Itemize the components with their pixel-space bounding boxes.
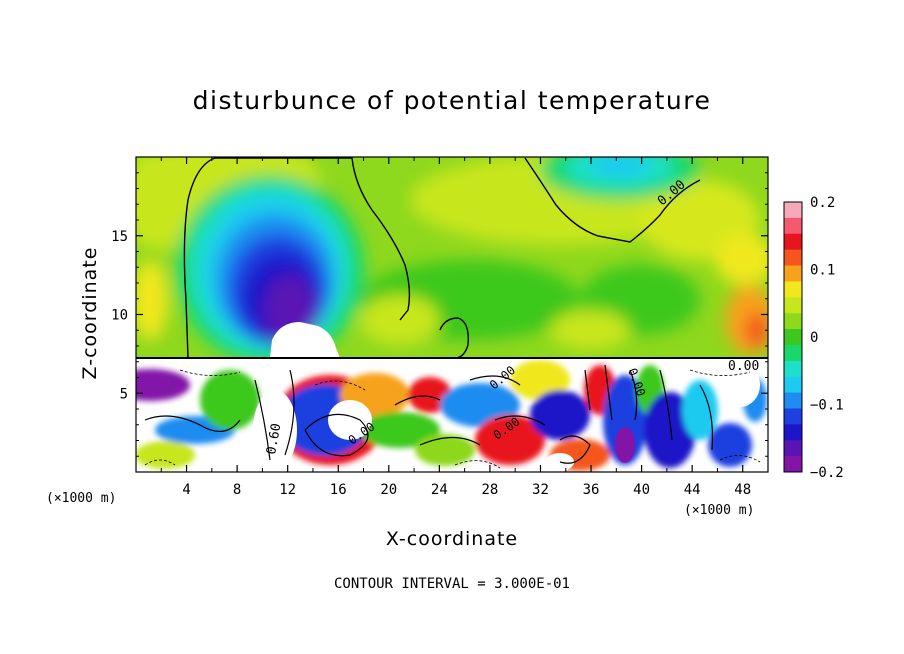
- x-tick-label: 48: [734, 482, 751, 498]
- x-tick-label: 36: [583, 482, 600, 498]
- x-tick-label: 40: [633, 482, 650, 498]
- colorbar-tick-label: 0.2: [810, 195, 835, 211]
- x-tick-label: 8: [233, 482, 241, 498]
- colorbar-swatch: [784, 265, 802, 282]
- y-tick-label: 15: [111, 229, 128, 245]
- x-tick-label: 20: [380, 482, 397, 498]
- colorbar-swatch: [784, 408, 802, 425]
- colorbar-swatch: [784, 456, 802, 473]
- colorbar-swatch: [784, 440, 802, 457]
- colorbar-swatch: [784, 376, 802, 394]
- colorbar-swatch: [784, 392, 802, 409]
- colorbar-swatch: [784, 424, 802, 441]
- chart-title: disturbunce of potential temperature: [192, 86, 712, 115]
- colorbar-swatch: [784, 217, 802, 235]
- x-tick-label: 28: [481, 482, 498, 498]
- lower-field: [136, 358, 768, 472]
- colorbar-tick-label: 0: [810, 330, 818, 346]
- colorbar-frame: [783, 201, 803, 473]
- colorbar: 0.2 0.1 0 −0.1 −0.2: [783, 195, 844, 481]
- contour-label: 0.00: [728, 359, 759, 374]
- colorbar-swatch: [784, 297, 802, 314]
- colorbar-swatch: [784, 344, 802, 362]
- y-tick-label: 10: [111, 308, 128, 324]
- colorbar-tick-label: 0.1: [810, 263, 835, 279]
- colorbar-tick-label: −0.1: [810, 398, 844, 414]
- y-axis-label: Z-coordinate: [79, 246, 101, 380]
- colorbar-swatch: [784, 329, 802, 346]
- x-unit-right: (×1000 m): [684, 503, 755, 518]
- x-tick-label: 32: [532, 482, 549, 498]
- colorbar-swatch: [784, 360, 802, 378]
- colorbar-swatch: [784, 202, 802, 219]
- colorbar-tick-label: −0.2: [810, 465, 844, 481]
- contour-interval: CONTOUR INTERVAL = 3.000E-01: [333, 576, 570, 592]
- y-axis: 5 10 15: [111, 172, 768, 457]
- colorbar-swatch: [784, 249, 802, 267]
- y-tick-label: 5: [120, 386, 128, 402]
- colorbar-swatch: [784, 313, 802, 330]
- colorbar-swatch: [784, 233, 802, 251]
- upper-field: [136, 157, 768, 358]
- x-axis-label: X-coordinate: [385, 528, 519, 550]
- x-tick-label: 44: [684, 482, 701, 498]
- x-unit-left: (×1000 m): [46, 491, 117, 506]
- x-tick-label: 12: [279, 482, 296, 498]
- x-axis: 4 8 12 16 20 24 28 32 36 40 44 48: [160, 157, 751, 498]
- x-tick-label: 24: [431, 482, 448, 498]
- x-tick-label: 16: [330, 482, 347, 498]
- colorbar-swatch: [784, 281, 802, 298]
- contour-label: 0.60: [264, 422, 284, 455]
- x-tick-label: 4: [182, 482, 190, 498]
